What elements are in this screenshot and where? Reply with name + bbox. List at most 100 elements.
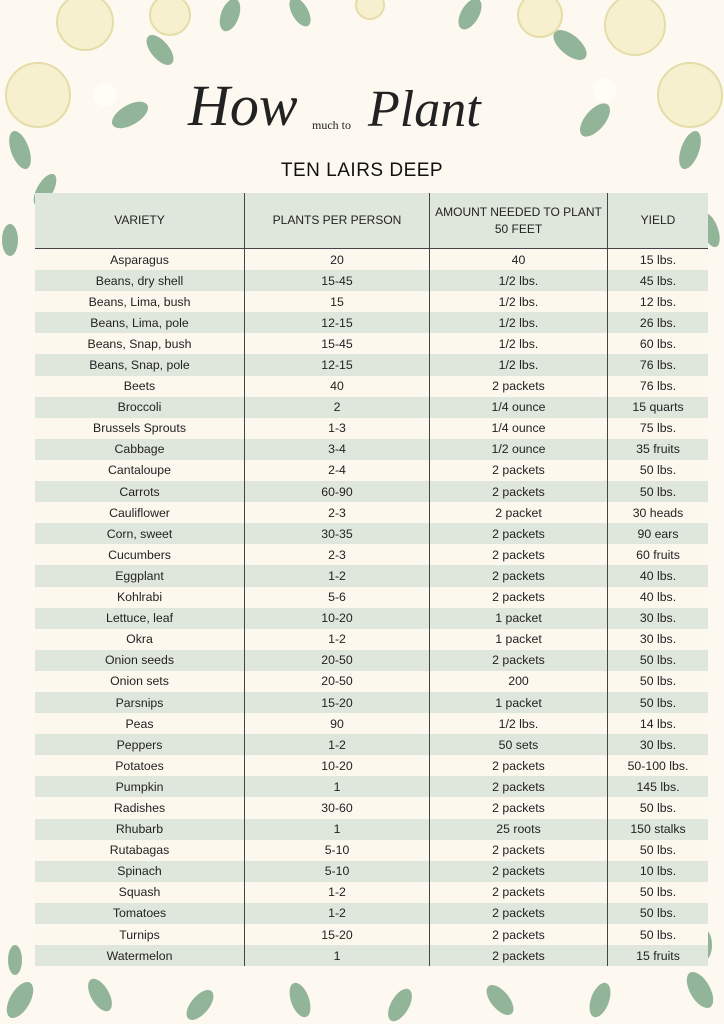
planting-table: VARIETY PLANTS PER PERSON AMOUNT NEEDED TO… — [35, 193, 708, 967]
table-cell: Beans, dry shell — [35, 270, 245, 292]
table-cell: 1 — [244, 818, 430, 840]
table-cell: 2 packets — [429, 544, 608, 566]
table-row: Cucumbers 2-3 2 packets 60 fruits — [35, 544, 708, 566]
table-cell: Onion seeds — [35, 649, 245, 671]
table-cell: Watermelon — [35, 945, 245, 967]
table-cell: 2 — [244, 396, 430, 418]
table-cell: Beets — [123, 379, 156, 394]
table-cell: 60 fruits — [607, 544, 708, 566]
table-cell: 35 fruits — [607, 438, 708, 460]
table-row: Onion seeds 20-50 2 packets 50 lbs. — [35, 649, 708, 671]
table-row: Brussels Sprouts 1-3 1/4 ounce 75 lbs. — [35, 417, 708, 439]
table-cell: 40 — [244, 375, 430, 397]
table-cell: Onion sets — [110, 674, 169, 689]
table-cell: Turnips — [119, 927, 160, 942]
table-cell: 2 packets — [429, 755, 608, 777]
table-row: Spinach 5-10 2 packets 10 lbs. — [35, 860, 708, 882]
table-cell: 1 — [244, 776, 430, 798]
table-cell: 1/2 ounce — [429, 438, 608, 460]
table-cell: 15 — [244, 291, 430, 313]
table-row: Beans, dry shell 15-45 1/2 lbs. 45 lbs. — [35, 270, 708, 292]
table-cell: 50 lbs. — [607, 670, 708, 692]
table-cell: 76 lbs. — [607, 375, 708, 397]
table-cell: 90 — [244, 713, 430, 735]
table-cell: 1-2 — [244, 628, 430, 650]
table-cell: 10 lbs. — [607, 860, 708, 882]
table-cell: 1/4 ounce — [429, 417, 608, 439]
table-cell: 30 lbs. — [607, 734, 708, 756]
table-cell: 15-20 — [244, 691, 430, 714]
table-cell: 1-2 — [244, 902, 430, 924]
table-cell: 2 packets — [429, 902, 608, 924]
table-cell: 40 lbs. — [607, 586, 708, 608]
table-cell: 15 quarts — [607, 396, 708, 418]
table-row: Peas 90 1/2 lbs. 14 lbs. — [35, 713, 708, 735]
table-cell: 14 lbs. — [607, 713, 708, 735]
table-row: Pumpkin 1 2 packets 145 lbs. — [35, 776, 708, 798]
table-cell: 2-3 — [244, 544, 430, 566]
table-cell: 2 packets — [429, 649, 608, 671]
table-cell: 2 packets — [429, 375, 608, 397]
table-cell: 2 packets — [429, 924, 608, 946]
table-cell: 30 heads — [607, 502, 708, 524]
table-body: Asparagus 20 40 15 lbs. Beans, dry shell 15-4… — [35, 248, 708, 967]
table-cell: 200 — [429, 670, 608, 692]
table-cell: 25 roots — [429, 818, 608, 840]
table-cell: 5-10 — [244, 839, 430, 861]
table-cell: 26 lbs. — [607, 312, 708, 334]
table-cell: 2 packets — [429, 881, 608, 903]
table-cell: 50 lbs. — [607, 481, 708, 503]
table-cell: 2-3 — [244, 502, 430, 524]
title-part: How — [188, 73, 298, 138]
table-cell: Rhubarb — [35, 818, 245, 840]
table-cell: 45 lbs. — [607, 270, 708, 292]
table-cell: 15 fruits — [607, 945, 708, 967]
table-cell: 50 lbs. — [607, 839, 708, 861]
table-cell: 30 lbs. — [607, 628, 708, 650]
table-cell: 1-3 — [244, 417, 430, 439]
table-row: Potatoes 10-20 2 packets 50-100 lbs. — [35, 755, 708, 777]
table-cell: 12-15 — [244, 312, 430, 334]
table-row: Okra 1-2 1 packet 30 lbs. — [35, 628, 708, 650]
table-cell: 1/2 lbs. — [429, 270, 608, 292]
table-row: Tomatoes 1-2 2 packets 50 lbs. — [35, 902, 708, 924]
table-cell: 2 packets — [429, 481, 608, 503]
table-cell: 150 stalks — [607, 818, 708, 840]
table-cell: Cabbage — [35, 438, 245, 460]
table-cell: 60 lbs. — [607, 333, 708, 355]
table-cell: 40 lbs. — [607, 565, 708, 587]
table-cell: 2 packets — [429, 523, 608, 545]
table-row: Beans, Lima, bush 15 1/2 lbs. 12 lbs. — [35, 291, 708, 313]
table-row: Corn, sweet 30-35 2 packets 90 ears — [35, 523, 708, 545]
table-cell: Brussels Sprouts — [93, 421, 186, 436]
column-header: PLANTS PER PERSON — [244, 193, 430, 249]
table-cell: 2-4 — [244, 459, 430, 482]
table-cell: 50 lbs. — [607, 881, 708, 903]
table-cell: 15-45 — [244, 333, 430, 355]
table-cell: 50-100 lbs. — [607, 755, 708, 777]
table-cell: Cucumbers — [108, 547, 171, 562]
table-cell: 12-15 — [244, 354, 430, 376]
table-cell: 2 packet — [429, 502, 608, 524]
table-cell: Beans, Snap, bush — [87, 336, 192, 351]
table-row: Cabbage 3-4 1/2 ounce 35 fruits — [35, 438, 708, 460]
table-cell: Squash — [118, 885, 161, 900]
table-cell: Radishes — [113, 800, 166, 815]
table-cell: Broccoli — [35, 396, 245, 418]
table-row: Eggplant 1-2 2 packets 40 lbs. — [35, 565, 708, 587]
table-cell: 15 lbs. — [607, 248, 708, 271]
table-cell: Lettuce, leaf — [35, 607, 245, 629]
table-row: Beets 40 2 packets 76 lbs. — [35, 375, 708, 397]
table-cell: Peas — [125, 716, 154, 731]
table-row: Rhubarb 1 25 roots 150 stalks — [35, 818, 708, 840]
table-cell: Beans, Snap, pole — [35, 354, 245, 376]
table-cell: 1 packet — [429, 607, 608, 629]
table-cell: Spinach — [35, 860, 245, 882]
table-row: Lettuce, leaf 10-20 1 packet 30 lbs. — [35, 607, 708, 629]
table-cell: 1-2 — [244, 565, 430, 587]
table-cell: 50 lbs. — [607, 691, 708, 714]
table-cell: 2 packets — [429, 586, 608, 608]
table-cell: Rutabagas — [109, 843, 170, 858]
table-cell: 50 lbs. — [607, 902, 708, 924]
